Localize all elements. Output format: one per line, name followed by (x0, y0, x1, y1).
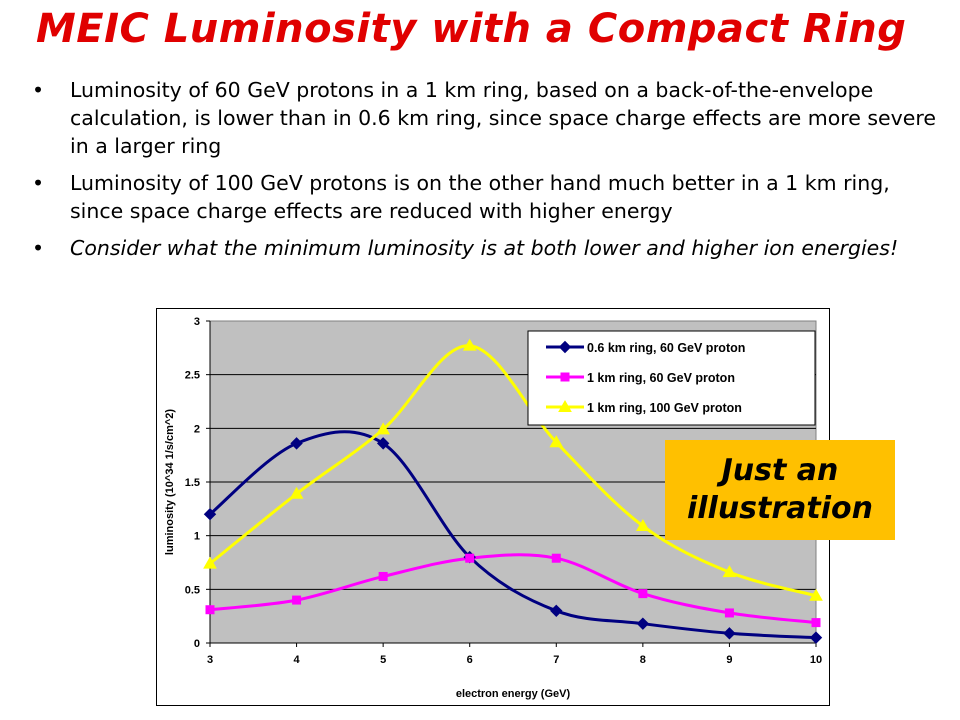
data-point-triangle (203, 556, 217, 569)
y-axis-label: luminosity (10^34 1/s/cm^2) (164, 409, 176, 555)
x-axis-label: electron energy (GeV) (456, 688, 571, 700)
data-point-diamond (723, 627, 736, 640)
data-point-square (292, 595, 302, 605)
series-line (209, 430, 817, 640)
data-point-triangle (549, 435, 564, 448)
y-tick-label: 1.5 (185, 477, 200, 489)
bullet-list: • Luminosity of 60 GeV protons in a 1 km … (30, 76, 945, 271)
x-tick-label: 4 (294, 654, 301, 666)
data-point-diamond (636, 617, 650, 630)
data-point-triangle (376, 422, 391, 435)
data-point-square (724, 608, 734, 618)
x-tick-label: 7 (553, 654, 559, 666)
data-point-diamond (550, 604, 563, 618)
y-tick-label: 0 (194, 638, 200, 650)
bullet-text: Luminosity of 60 GeV protons in a 1 km r… (70, 78, 936, 158)
legend-label: 0.6 km ring, 60 GeV proton (587, 341, 745, 355)
legend-label: 1 km ring, 100 GeV proton (587, 401, 742, 415)
data-point-triangle (635, 518, 650, 532)
data-point-square (551, 553, 561, 563)
data-point-square (560, 372, 570, 382)
bullet-marker: • (32, 171, 45, 195)
data-point-diamond (558, 340, 572, 354)
data-point-triangle (289, 486, 304, 499)
data-point-square (205, 605, 215, 615)
series-markers (203, 338, 823, 644)
legend-label: 1 km ring, 60 GeV proton (587, 371, 735, 385)
x-axis-ticks: 3 4 5 6 7 8 9 10 (207, 643, 822, 666)
y-tick-label: 0.5 (185, 584, 200, 596)
series-line (209, 553, 817, 625)
bullet-item: • Luminosity of 60 GeV protons in a 1 km … (30, 76, 945, 160)
bullet-item: • Consider what the minimum luminosity is… (30, 234, 945, 262)
y-tick-label: 2 (194, 423, 200, 435)
legend-items: 0.6 km ring, 60 GeV proton 1 km ring, 60 … (546, 340, 745, 415)
data-point-diamond (809, 631, 823, 644)
series-line (209, 344, 817, 598)
data-point-triangle (722, 565, 737, 578)
data-point-triangle (809, 588, 823, 601)
series-lines (209, 344, 817, 640)
data-point-diamond (203, 507, 217, 521)
y-tick-label: 1 (194, 531, 200, 543)
x-tick-label: 8 (640, 654, 646, 666)
x-tick-label: 6 (467, 654, 473, 666)
bullet-item: • Luminosity of 100 GeV protons is on the… (30, 169, 945, 225)
data-point-diamond (290, 437, 303, 450)
x-tick-label: 9 (726, 654, 732, 666)
y-axis-ticks: 0 0.5 1 1.5 2 2.5 3 (185, 316, 210, 650)
illustration-note: Just an illustration (665, 440, 895, 540)
data-point-triangle (558, 399, 572, 412)
data-point-triangle (462, 338, 477, 351)
y-tick-label: 3 (194, 316, 200, 328)
x-tick-label: 3 (207, 654, 213, 666)
bullet-text: Luminosity of 100 GeV protons is on the … (70, 171, 890, 223)
data-point-diamond (376, 437, 390, 450)
bullet-text: Consider what the minimum luminosity is … (70, 236, 899, 260)
data-point-square (465, 553, 475, 563)
y-tick-label: 2.5 (185, 370, 200, 382)
note-line: illustration (686, 491, 874, 526)
data-point-square (638, 589, 648, 599)
data-point-square (811, 618, 821, 628)
slide-title: MEIC Luminosity with a Compact Ring (36, 6, 907, 52)
bullet-marker: • (32, 78, 45, 102)
data-point-square (378, 571, 388, 581)
x-tick-label: 10 (810, 654, 822, 666)
x-tick-label: 5 (380, 654, 386, 666)
note-line: Just an (721, 453, 839, 488)
bullet-marker: • (32, 236, 45, 260)
chart-legend: 0.6 km ring, 60 GeV proton 1 km ring, 60 … (527, 330, 816, 426)
